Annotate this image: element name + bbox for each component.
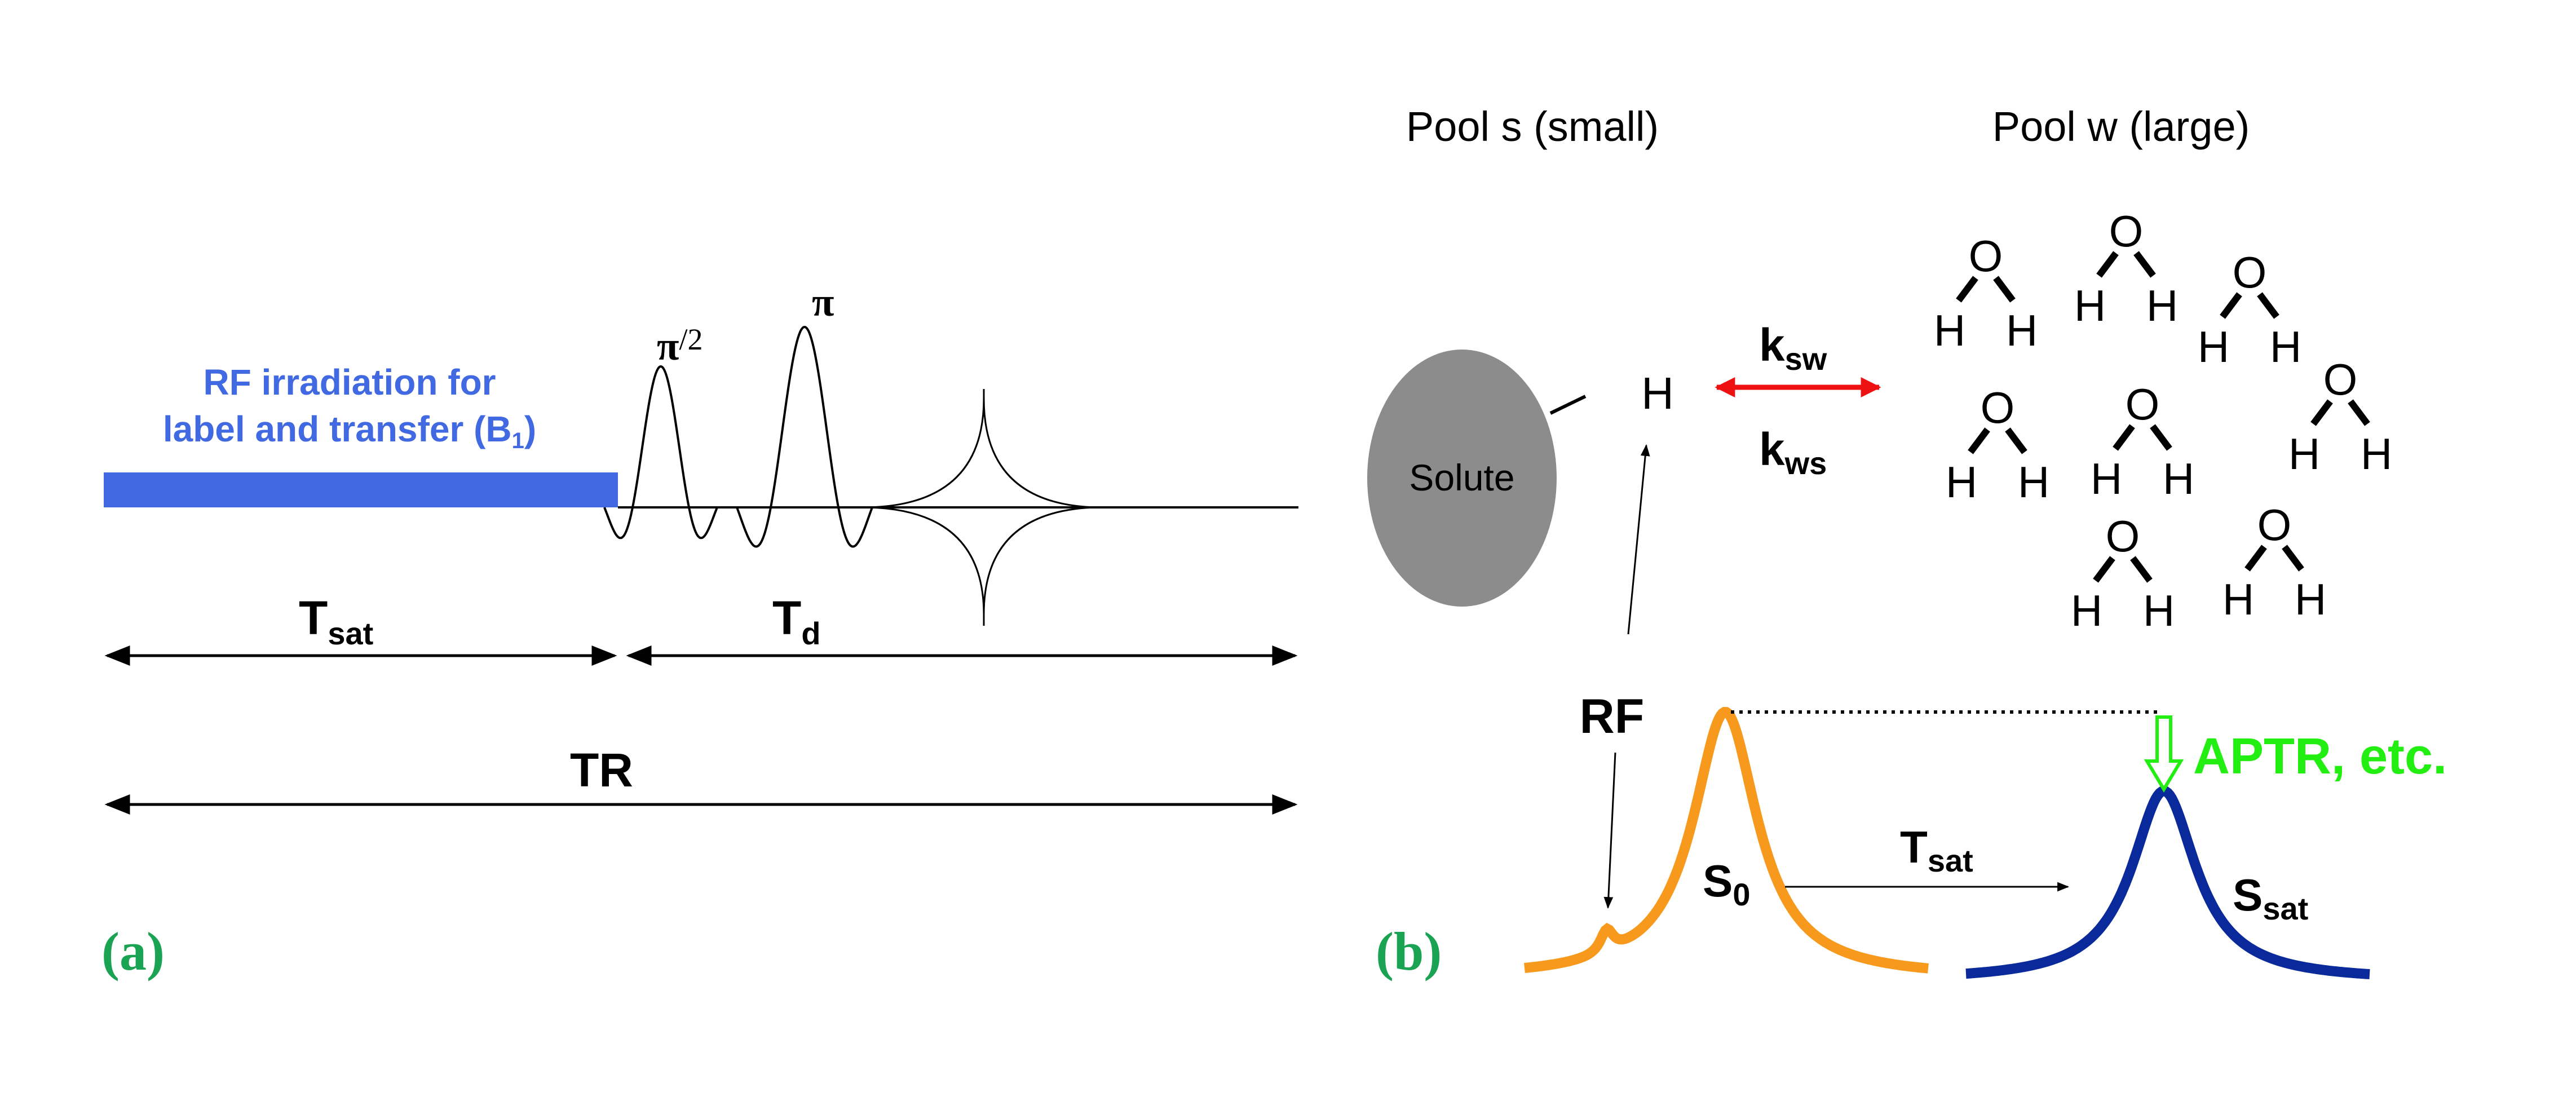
hydrogen-atom: H xyxy=(2091,454,2122,503)
hydrogen-atom: H xyxy=(2295,574,2326,624)
hydrogen-atom: H xyxy=(2198,322,2229,372)
water-molecule: OH H xyxy=(2074,206,2178,330)
pi-pulse xyxy=(736,325,873,548)
pi-half-label: π/2 xyxy=(657,322,702,369)
water-molecule: OH H xyxy=(2198,247,2301,372)
ssat-label: Ssat xyxy=(2233,870,2308,926)
water-molecule: OH H xyxy=(2288,355,2392,479)
oh-bond xyxy=(2113,424,2135,451)
oxygen-atom: O xyxy=(1969,231,2003,281)
hydrogen-atom: H xyxy=(2288,429,2320,479)
oh-bond xyxy=(1968,427,1990,454)
pi-half-pulse xyxy=(603,365,718,540)
hydrogen-atom: H xyxy=(2143,586,2175,635)
oxygen-atom: O xyxy=(2257,500,2292,550)
water-molecule: OH H xyxy=(2091,379,2194,503)
water-molecule: OH H xyxy=(1946,383,2049,507)
ksw-label: ksw xyxy=(1759,320,1827,377)
water-molecule: OH H xyxy=(2071,511,2175,635)
oxygen-atom: O xyxy=(1981,383,2015,432)
oh-bond xyxy=(2096,251,2119,278)
aptr-down-arrow-icon xyxy=(2144,715,2184,793)
aptr-label: APTR, etc. xyxy=(2193,728,2447,785)
oxygen-atom: O xyxy=(2126,379,2160,429)
s0-spectrum-curve xyxy=(1524,707,1929,974)
hydrogen-atom: H xyxy=(2146,281,2178,330)
oh-bond xyxy=(1956,276,1978,303)
solute-label: Solute xyxy=(1409,457,1514,498)
tsat-label: Tsat xyxy=(299,591,373,651)
rf-down-arrow xyxy=(1603,752,1616,909)
oh-bond xyxy=(2093,556,2115,583)
hydrogen-atom: H xyxy=(2018,457,2049,507)
rf-up-arrow xyxy=(1627,444,1650,635)
ssat-spectrum-curve xyxy=(1965,785,2370,979)
hydrogen-atom: H xyxy=(2270,322,2301,372)
td-label: Td xyxy=(772,591,821,651)
water-molecules: OH HOH HOH HOH HOH HOH HOH HOH H xyxy=(1934,206,2392,635)
pi-label: π xyxy=(812,280,834,325)
hydrogen-atom: H xyxy=(2222,574,2254,624)
hydrogen-atom: H xyxy=(2074,281,2106,330)
oh-bond xyxy=(2244,545,2267,572)
tr-label: TR xyxy=(570,744,633,797)
hydrogen-atom: H xyxy=(2361,429,2392,479)
echo-signal xyxy=(868,389,1097,626)
rf-saturation-block xyxy=(104,472,618,507)
pool-s-title: Pool s (small) xyxy=(1406,103,1659,150)
solute-proton-bond xyxy=(1549,395,1587,415)
rf-irradiation-text-line2: label and transfer (B1) xyxy=(163,409,536,453)
oh-bond xyxy=(2005,427,2027,454)
pool-w-title: Pool w (large) xyxy=(1992,103,2250,150)
exchangeable-proton: H xyxy=(1641,368,1674,418)
rf-label: RF xyxy=(1580,689,1645,744)
panel-a: RF irradiation for label and transfer (B… xyxy=(101,280,1298,981)
hydrogen-atom: H xyxy=(1946,457,1977,507)
rf-irradiation-text-line1: RF irradiation for xyxy=(203,362,496,403)
solute-ellipse xyxy=(1367,350,1557,607)
hydrogen-atom: H xyxy=(2163,454,2194,503)
hydrogen-atom: H xyxy=(2071,586,2102,635)
oh-bond xyxy=(2310,399,2333,426)
panel-b-label: (b) xyxy=(1376,921,1442,981)
oh-bond xyxy=(2282,545,2304,572)
water-molecule: OH H xyxy=(2222,500,2326,624)
oxygen-atom: O xyxy=(2106,511,2140,561)
oh-bond xyxy=(2220,292,2242,319)
kws-label: kws xyxy=(1759,424,1827,481)
oxygen-atom: O xyxy=(2233,247,2267,297)
water-molecule: OH H xyxy=(1934,231,2038,355)
panel-a-label: (a) xyxy=(101,921,165,981)
oh-bond xyxy=(1993,276,2016,303)
oh-bond xyxy=(2150,424,2172,451)
hydrogen-atom: H xyxy=(2006,306,2038,355)
hydrogen-atom: H xyxy=(1934,306,1965,355)
oh-bond xyxy=(2133,251,2156,278)
oxygen-atom: O xyxy=(2109,206,2144,256)
panel-b: Pool s (small) Pool w (large) Solute H k… xyxy=(1367,103,2447,981)
s0-label: S0 xyxy=(1703,856,1751,912)
oh-bond xyxy=(2348,399,2370,426)
tsat-label-b: Tsat xyxy=(1900,822,1973,878)
oh-bond xyxy=(2130,556,2153,583)
oh-bond xyxy=(2257,292,2279,319)
oxygen-atom: O xyxy=(2323,355,2358,404)
